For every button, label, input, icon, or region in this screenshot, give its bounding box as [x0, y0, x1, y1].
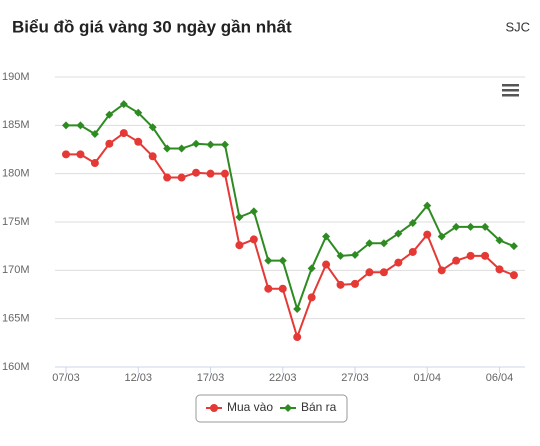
- point: [423, 201, 432, 210]
- point: [481, 222, 490, 231]
- legend-marker: [284, 404, 292, 412]
- x-tick-label: 07/03: [52, 372, 80, 384]
- menu-bar: [502, 89, 519, 92]
- point: [177, 144, 186, 153]
- point: [437, 232, 446, 241]
- point: [365, 239, 374, 248]
- legend-box: [195, 394, 348, 423]
- x-tick-label: 27/03: [341, 372, 369, 384]
- point: [62, 150, 70, 159]
- point: [90, 159, 99, 168]
- y-tick-label: 165M: [2, 313, 30, 325]
- point: [192, 139, 201, 148]
- point: [249, 235, 258, 244]
- point: [394, 258, 403, 267]
- point: [452, 256, 461, 265]
- point: [481, 251, 490, 260]
- menu-bar: [502, 84, 519, 87]
- series-line: [66, 131, 515, 341]
- y-tick-label: 160M: [2, 361, 30, 373]
- point: [220, 169, 229, 178]
- point: [307, 264, 316, 273]
- point: [437, 266, 446, 275]
- point: [206, 140, 215, 149]
- menu-button[interactable]: [502, 84, 519, 97]
- x-tick-label: 22/03: [269, 372, 297, 384]
- point: [206, 169, 215, 178]
- x-tick-label: 17/03: [197, 372, 225, 384]
- chart-subtitle: SJC: [505, 19, 530, 34]
- point: [264, 256, 273, 265]
- point: [192, 168, 201, 177]
- x-tick-label: 12/03: [124, 372, 152, 384]
- chart-title: Biểu đồ giá vàng 30 ngày gần nhất: [12, 17, 292, 36]
- y-tick-label: 185M: [2, 119, 30, 131]
- point: [235, 213, 244, 222]
- point: [278, 284, 287, 293]
- point: [293, 305, 302, 313]
- point: [351, 250, 359, 259]
- point: [365, 268, 374, 277]
- point: [293, 333, 302, 342]
- point: [452, 222, 461, 231]
- point: [62, 121, 70, 130]
- point: [466, 251, 475, 260]
- point: [351, 279, 359, 288]
- y-tick-label: 180M: [2, 168, 30, 180]
- point: [322, 260, 331, 269]
- point: [235, 241, 244, 250]
- point: [495, 236, 504, 245]
- y-tick-label: 190M: [2, 71, 30, 83]
- point: [119, 129, 128, 138]
- point: [495, 265, 504, 274]
- point: [264, 284, 273, 293]
- x-tick-label: 06/04: [486, 372, 514, 384]
- y-tick-label: 170M: [2, 264, 30, 276]
- point: [394, 229, 403, 238]
- point: [379, 268, 388, 277]
- point: [163, 144, 172, 153]
- point: [278, 256, 287, 265]
- point: [134, 137, 143, 146]
- x-tick-label: 01/04: [413, 372, 441, 384]
- point: [163, 173, 172, 182]
- point: [220, 140, 229, 149]
- y-tick-label: 175M: [2, 216, 30, 228]
- menu-bar: [502, 94, 519, 97]
- point: [408, 218, 417, 227]
- point: [148, 123, 157, 132]
- point: [509, 271, 518, 280]
- point: [90, 130, 99, 139]
- point: [134, 108, 143, 117]
- series-line: [66, 102, 515, 313]
- legend-label: Bán ra: [301, 400, 337, 414]
- point: [322, 232, 331, 241]
- point: [379, 239, 388, 248]
- point: [423, 230, 432, 239]
- legend-label: Mua vào: [227, 400, 273, 414]
- point: [336, 280, 345, 289]
- point: [249, 207, 258, 216]
- legend-marker: [210, 404, 218, 412]
- point: [148, 152, 157, 161]
- point: [76, 150, 85, 159]
- point: [336, 251, 345, 260]
- point: [76, 121, 85, 130]
- point: [466, 222, 475, 231]
- point: [177, 173, 186, 182]
- point: [307, 293, 316, 302]
- point: [509, 242, 518, 251]
- point: [119, 100, 128, 109]
- point: [408, 247, 417, 256]
- point: [105, 139, 114, 148]
- point: [105, 110, 114, 119]
